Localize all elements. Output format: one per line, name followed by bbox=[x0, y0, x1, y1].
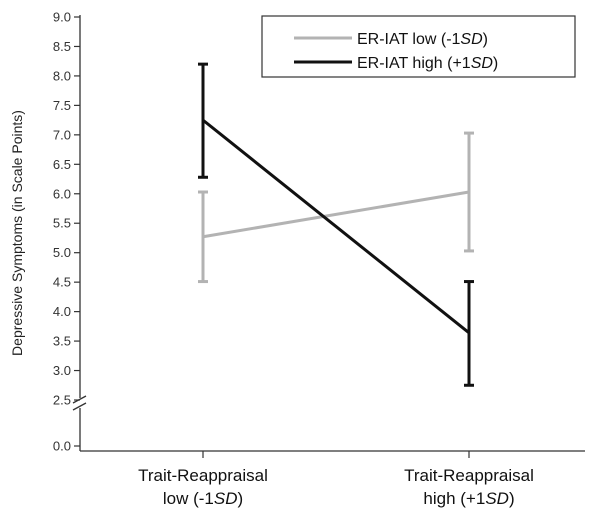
y-tick-label: 2.5 bbox=[53, 393, 71, 408]
y-tick-label: 8.5 bbox=[53, 39, 71, 54]
legend: ER-IAT low (-1SD) ER-IAT high (+1SD) bbox=[261, 15, 576, 78]
y-tick-label: 7.5 bbox=[53, 98, 71, 113]
y-tick-label: 5.0 bbox=[53, 245, 71, 260]
series-er-iat-high bbox=[198, 62, 474, 387]
series-er-iat-low bbox=[198, 131, 474, 284]
category-label-line1: Trait-Reappraisal bbox=[138, 466, 268, 485]
legend-box bbox=[261, 15, 576, 78]
y-tick-label: 6.0 bbox=[53, 186, 71, 201]
series-layer bbox=[198, 62, 474, 387]
y-tick-label: 8.0 bbox=[53, 68, 71, 83]
error-bar bbox=[464, 280, 474, 387]
y-axis-title: Depressive Symptoms (in Scale Points) bbox=[9, 110, 25, 356]
category-label-line2: high (+1SD) bbox=[423, 489, 514, 508]
y-ticks: 2.5 3.0 3.5 4.0 4.5 5.0 5.5 6.0 6.5 7.0 7.5 8.0 8.5 9… bbox=[53, 10, 80, 454]
y-tick-label: 3.0 bbox=[53, 363, 71, 378]
legend-entry-low: ER-IAT low (-1SD) bbox=[294, 31, 488, 48]
y-tick-label: 9.0 bbox=[53, 10, 71, 25]
legend-label: ER-IAT high (+1SD) bbox=[357, 55, 498, 72]
y-axis-break-mark bbox=[72, 395, 87, 411]
y-tick-label: 4.5 bbox=[53, 275, 71, 290]
x-ticks bbox=[202, 451, 470, 458]
y-tick-label: 4.0 bbox=[53, 304, 71, 319]
category-label-low: Trait-Reappraisal low (-1SD) bbox=[138, 466, 268, 508]
category-label-line1: Trait-Reappraisal bbox=[404, 466, 534, 485]
legend-label: ER-IAT low (-1SD) bbox=[357, 31, 488, 48]
category-label-high: Trait-Reappraisal high (+1SD) bbox=[404, 466, 534, 508]
y-tick-label: 0.0 bbox=[53, 439, 71, 454]
category-label-line2: low (-1SD) bbox=[163, 489, 243, 508]
series-line bbox=[202, 118, 470, 334]
series-line bbox=[202, 190, 470, 239]
y-tick-label: 5.5 bbox=[53, 216, 71, 231]
y-tick-label: 6.5 bbox=[53, 157, 71, 172]
y-tick-label: 3.5 bbox=[53, 334, 71, 349]
legend-entry-high: ER-IAT high (+1SD) bbox=[294, 55, 498, 72]
y-tick-label: 7.0 bbox=[53, 127, 71, 142]
